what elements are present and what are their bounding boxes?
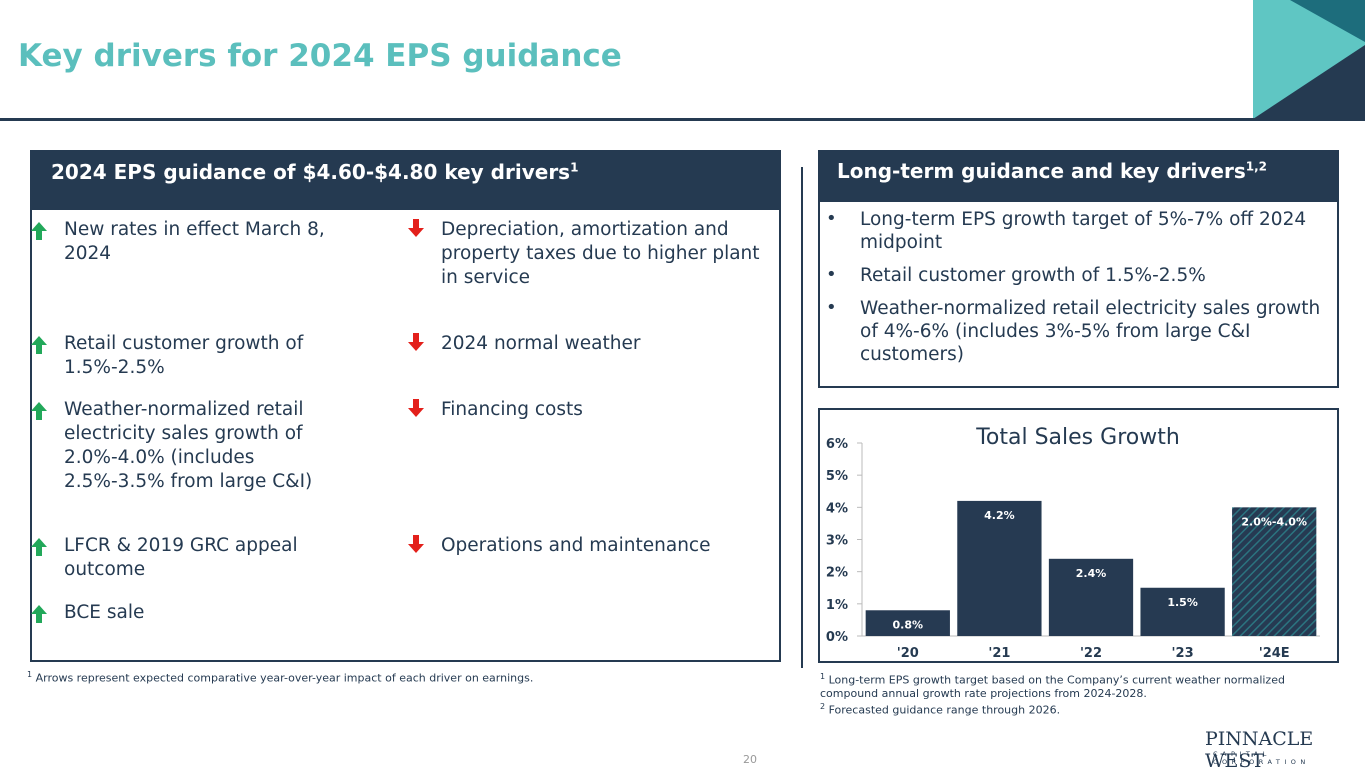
right-header: Long-term guidance and key drivers1,2: [818, 150, 1339, 202]
x-tick-label: '23: [1172, 646, 1194, 661]
bar: [1048, 558, 1134, 636]
divider: [801, 167, 803, 668]
header-sup: 1,2: [1245, 159, 1267, 174]
fn-text: Forecasted guidance range through 2026.: [828, 703, 1061, 717]
navy-triangle: [1253, 45, 1365, 119]
header-text: 2024 EPS guidance of $4.60-$4.80 key dri…: [51, 160, 571, 184]
header-text: Long-term guidance and key drivers: [837, 159, 1246, 183]
value-label: 4.2%: [984, 509, 1015, 522]
y-tick-label: 3%: [826, 534, 848, 549]
x-tick-label: '21: [988, 646, 1010, 661]
fn-line: 1 Long-term EPS growth target based on t…: [820, 670, 1330, 700]
chart-title: Total Sales Growth: [975, 425, 1180, 450]
chart-panel: [818, 408, 1339, 663]
fn-line: 2 Forecasted guidance range through 2026…: [820, 700, 1330, 717]
top-decoration: [0, 0, 1365, 121]
logo-name: PINNACLE WEST: [1205, 728, 1314, 772]
dark-teal-triangle: [1290, 0, 1365, 42]
slide-title: Key drivers for 2024 EPS guidance: [18, 38, 622, 74]
fn-marker: 2: [820, 701, 826, 711]
header-sup: 1: [570, 160, 579, 175]
bar: [865, 610, 950, 636]
y-tick-label: 5%: [826, 469, 848, 484]
negative-driver: Depreciation, amortization and property …: [441, 219, 760, 288]
x-tick-label: '22: [1080, 646, 1102, 661]
left-header: 2024 EPS guidance of $4.60-$4.80 key dri…: [30, 150, 781, 210]
bullet-dot: •: [826, 264, 837, 285]
up-arrow: [30, 537, 48, 557]
header-rule: [0, 118, 1365, 121]
x-tick-label: '24E: [1259, 646, 1290, 661]
bar: [1140, 587, 1225, 636]
up-arrow: [30, 604, 48, 624]
down-arrow: [407, 534, 425, 554]
positive-driver: Retail customer growth of 1.5%-2.5%: [64, 333, 304, 378]
positive-driver: BCE sale: [64, 602, 145, 623]
bullet-text: Long-term EPS growth target of 5%-7% off…: [860, 209, 1307, 253]
logo-tagline: CAPITAL CORPORATION: [1213, 750, 1310, 766]
positive-driver: New rates in effect March 8, 2024: [64, 219, 325, 264]
bullet-dot: •: [826, 297, 837, 318]
y-tick-label: 0%: [826, 630, 848, 645]
page-number: 20: [743, 753, 757, 766]
down-arrow: [407, 398, 425, 418]
fn-text: Long-term EPS growth target based on the…: [820, 673, 1285, 700]
down-arrow: [407, 332, 425, 352]
negative-driver: Financing costs: [441, 399, 583, 420]
positive-driver: LFCR & 2019 GRC appeal outcome: [64, 535, 298, 580]
bar: [957, 500, 1042, 636]
bullet-dot: •: [826, 208, 837, 229]
y-tick-label: 4%: [826, 501, 848, 516]
y-tick-label: 2%: [826, 566, 848, 581]
down-arrow: [407, 218, 425, 238]
value-label: 1.5%: [1167, 596, 1198, 609]
bar: [1232, 507, 1317, 636]
y-tick-label: 6%: [826, 437, 848, 452]
bullet-text: Weather-normalized retail electricity sa…: [860, 298, 1321, 365]
value-label: 2.0%-4.0%: [1241, 515, 1307, 528]
fn-marker: 1: [27, 670, 33, 679]
footnote-left: 1 Arrows represent expected comparative …: [27, 668, 767, 685]
up-arrow: [30, 401, 48, 421]
footnote-right: 1 Long-term EPS growth target based on t…: [820, 670, 1330, 716]
bullet-text: Retail customer growth of 1.5%-2.5%: [860, 265, 1206, 286]
up-arrow: [30, 221, 48, 241]
negative-driver: Operations and maintenance: [441, 535, 711, 556]
fn-text: Arrows represent expected comparative ye…: [35, 671, 534, 685]
negative-driver: 2024 normal weather: [441, 333, 641, 354]
y-tick-label: 1%: [826, 598, 848, 613]
value-label: 2.4%: [1076, 567, 1107, 580]
fn-marker: 1: [820, 672, 826, 681]
positive-driver: Weather-normalized retail electricity sa…: [64, 399, 313, 492]
x-tick-label: '20: [897, 646, 919, 661]
value-label: 0.8%: [893, 618, 924, 631]
up-arrow: [30, 335, 48, 355]
